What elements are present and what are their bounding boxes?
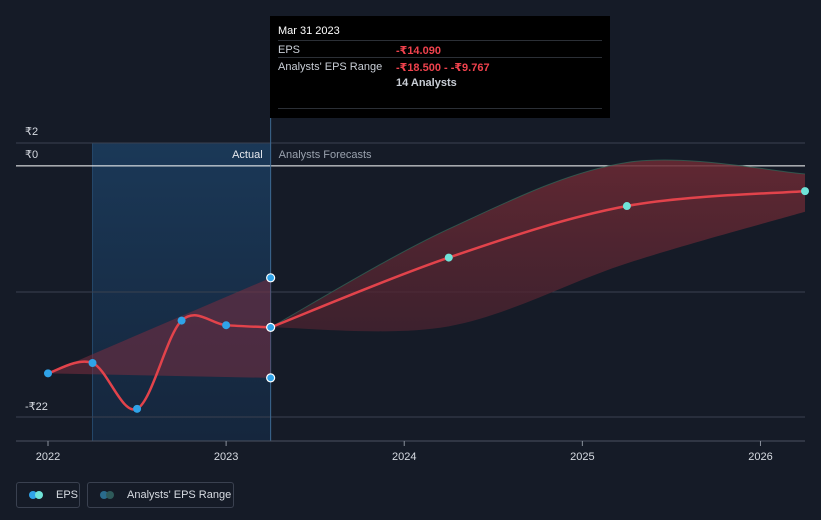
tooltip-range-row: Analysts' EPS Range -₹18.500 - -₹9.767 (278, 57, 602, 75)
eps-forecast-line (270, 189, 806, 329)
tooltip-analysts-row: 14 Analysts (278, 74, 602, 91)
eps-actual-point (177, 316, 186, 325)
eps-actual-point (266, 322, 276, 332)
legend-eps-icon (29, 490, 49, 500)
range-low-marker (266, 373, 276, 383)
tooltip-eps-value: -₹14.090 (396, 45, 441, 57)
eps-actual-point (44, 369, 52, 378)
analysts-range-actual-band (48, 277, 271, 378)
tooltip-eps-label: EPS (278, 44, 301, 56)
tooltip-range-value: -₹18.500 - -₹9.767 (396, 62, 490, 74)
legend-eps[interactable]: EPS (16, 482, 80, 508)
legend-eps-label: EPS (56, 489, 79, 501)
legend-range-label: Analysts' EPS Range (127, 489, 232, 501)
analysts-range-upper-edge (270, 159, 806, 328)
tooltip-eps-row: EPS -₹14.090 (278, 40, 602, 58)
eps-actual-point (222, 321, 231, 330)
eps-forecast-point (622, 202, 631, 211)
tooltip-analysts-count: 14 Analysts (396, 77, 457, 89)
x-tick-label: 2024 (392, 451, 416, 463)
eps-forecast-point (444, 253, 453, 262)
eps-forecast-point (801, 187, 809, 196)
legend-eps-range[interactable]: Analysts' EPS Range (87, 482, 234, 508)
actual-label: Actual (232, 149, 263, 161)
eps-actual-point (88, 359, 97, 367)
tooltip-divider (278, 108, 602, 109)
x-tick-label: 2022 (36, 451, 60, 463)
x-tick-label: 2023 (214, 451, 238, 463)
tooltip-date: Mar 31 2023 (278, 25, 340, 37)
forecast-label: Analysts Forecasts (279, 149, 372, 161)
tooltip: Mar 31 2023 EPS -₹14.090 Analysts' EPS R… (270, 16, 610, 118)
y-tick-label: ₹2 (25, 126, 38, 138)
range-high-marker (266, 273, 276, 283)
y-tick-label: ₹0 (25, 149, 38, 161)
x-tick-label: 2025 (570, 451, 594, 463)
legend-range-icon (100, 490, 120, 500)
analysts-range-forecast-band (270, 159, 805, 332)
y-tick-label: -₹22 (25, 401, 48, 413)
eps-actual-point (133, 404, 142, 413)
tooltip-range-label: Analysts' EPS Range (278, 61, 383, 73)
x-tick-label: 2026 (748, 451, 772, 463)
